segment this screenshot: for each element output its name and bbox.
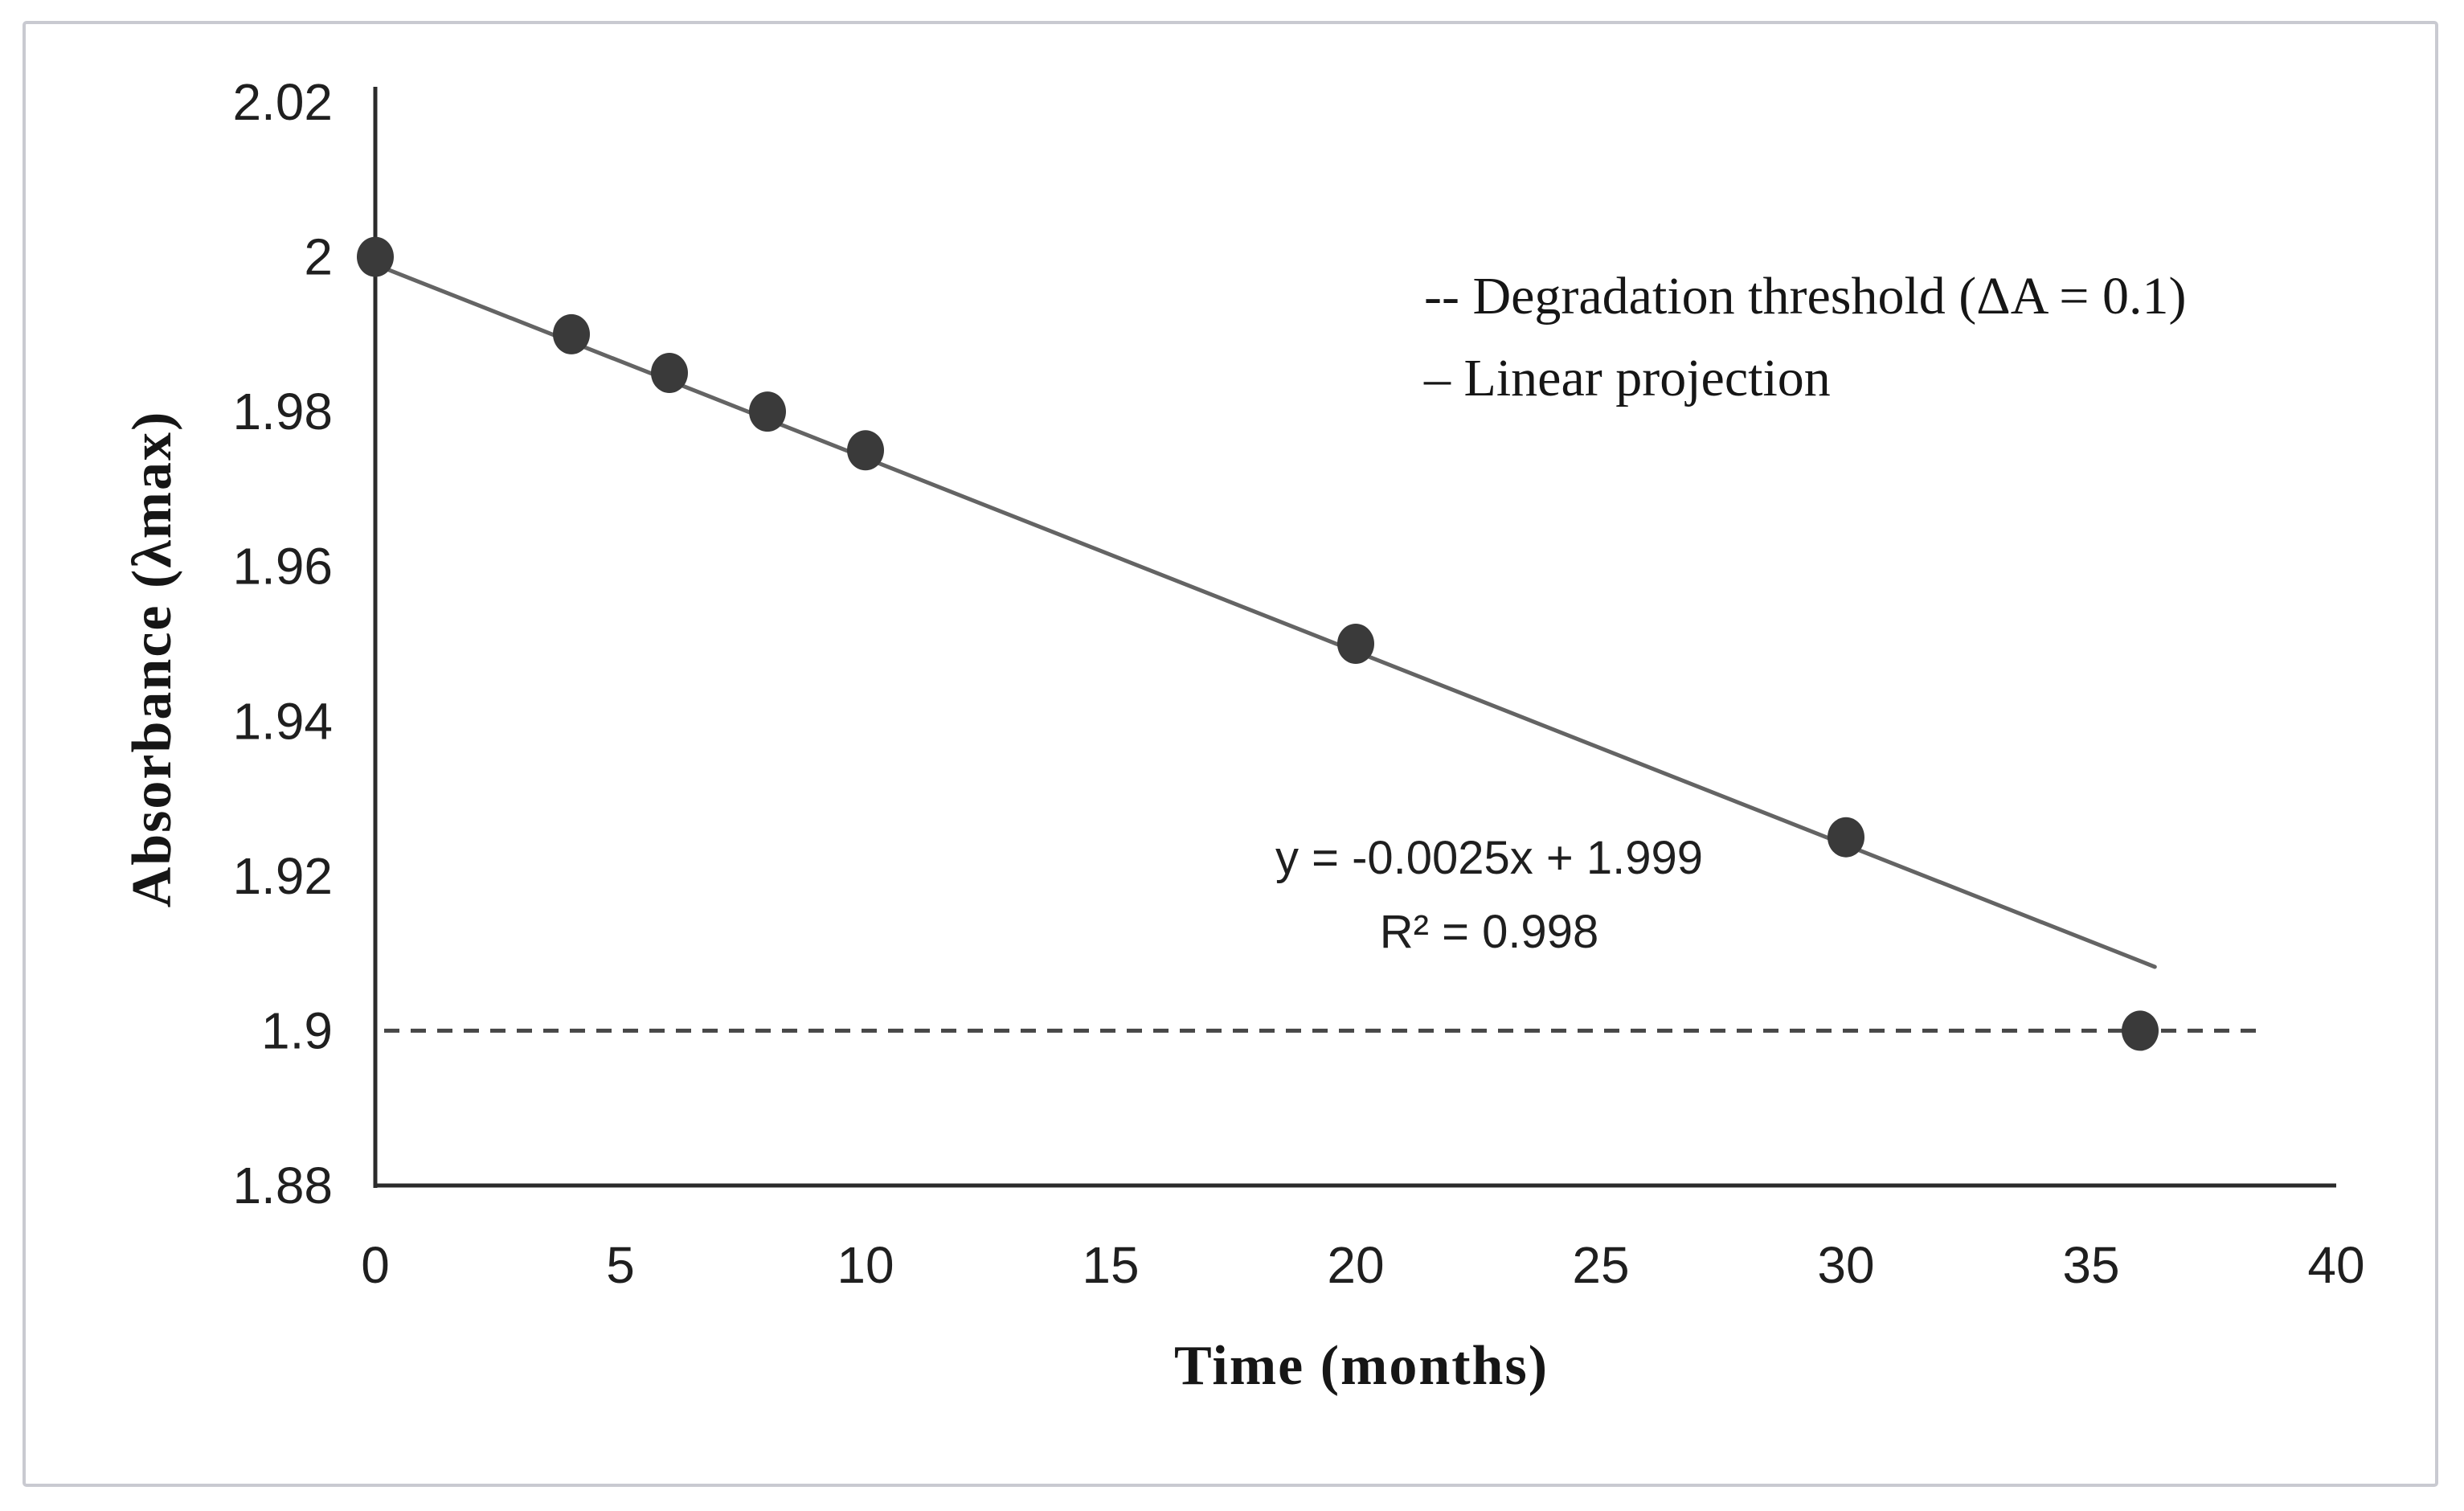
y-tick-label: 1.92 — [232, 847, 333, 905]
x-tick-label: 5 — [606, 1236, 635, 1294]
trendline-annotation: y = -0.0025x + 1.999 R² = 0.998 — [1275, 821, 1703, 969]
x-tick-label: 40 — [2307, 1236, 2364, 1294]
data-point — [749, 391, 786, 432]
data-point — [553, 313, 590, 354]
y-tick-label: 1.98 — [232, 383, 333, 440]
x-tick-label: 15 — [1082, 1236, 1139, 1294]
y-tick-label: 1.96 — [232, 538, 333, 596]
y-tick-label: 1.88 — [232, 1157, 333, 1214]
data-point — [1337, 624, 1374, 664]
y-tick-label: 2 — [304, 228, 333, 286]
data-point — [2122, 1010, 2159, 1051]
x-tick-label: 0 — [361, 1236, 390, 1294]
x-tick-label: 20 — [1327, 1236, 1384, 1294]
x-tick-label: 25 — [1572, 1236, 1629, 1294]
data-point — [651, 353, 688, 393]
y-tick-label: 2.02 — [232, 73, 333, 131]
data-point — [1828, 817, 1864, 858]
legend-item-linear-projection: – Linear projection — [1424, 349, 1831, 407]
y-axis-title: Absorbance (λmax) — [121, 410, 183, 908]
x-tick-label: 35 — [2062, 1236, 2119, 1294]
data-point — [847, 430, 884, 471]
x-axis-title: Time (months) — [1173, 1335, 1549, 1397]
legend-item-degradation-threshold: -- Degradation threshold (ΔA = 0.1) — [1424, 267, 2187, 326]
x-tick-label: 10 — [837, 1236, 894, 1294]
y-tick-label: 1.9 — [261, 1001, 333, 1059]
trendline-equation-text: y = -0.0025x + 1.999 — [1275, 832, 1704, 884]
data-point — [357, 236, 394, 277]
y-tick-label: 1.94 — [232, 692, 333, 750]
legend: -- Degradation threshold (ΔA = 0.1) – Li… — [1424, 256, 2186, 420]
x-tick-label: 30 — [1817, 1236, 1874, 1294]
r-squared-text: R² = 0.998 — [1379, 906, 1599, 958]
